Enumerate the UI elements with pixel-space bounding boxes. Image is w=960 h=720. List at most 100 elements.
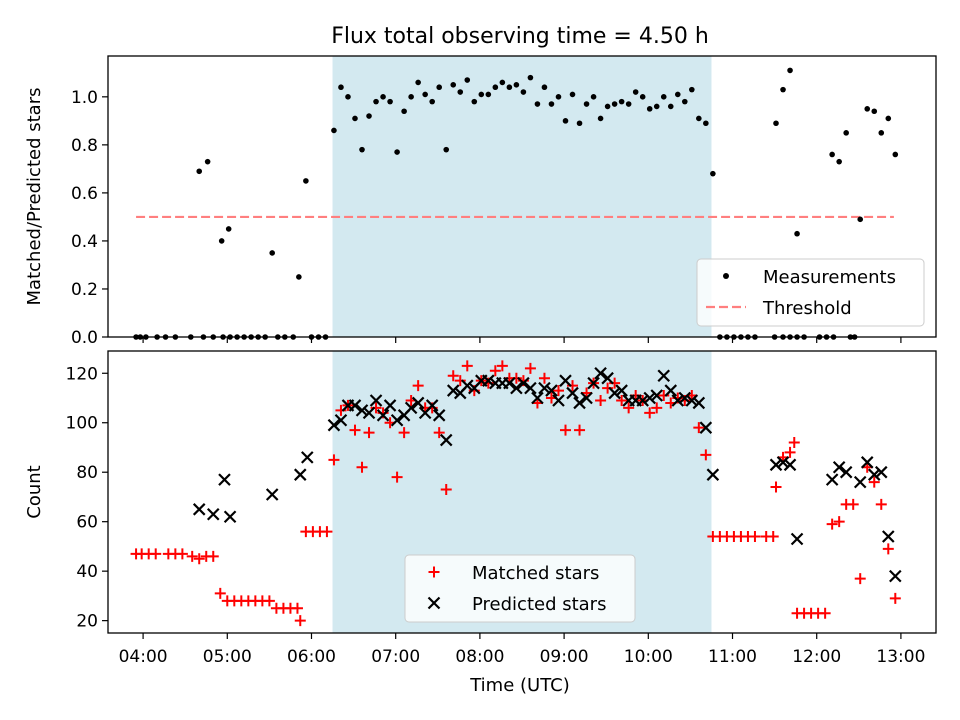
predicted-star-point: [538, 381, 551, 395]
measurement-point: [639, 94, 646, 100]
measurement-point: [857, 216, 864, 223]
measurement-point: [443, 146, 450, 153]
measurement-point: [576, 120, 583, 127]
matched-star-point: [447, 370, 459, 382]
matched-legend-marker: [428, 566, 440, 578]
matched-star-point: [574, 424, 586, 436]
predicted-star-point: [601, 371, 614, 385]
predicted-star-point: [390, 413, 404, 427]
matched-star-point: [321, 526, 333, 538]
matched-star-point: [616, 394, 628, 406]
matched-star-point: [391, 471, 403, 483]
measurement-point: [689, 86, 695, 93]
measurement-point: [548, 101, 555, 107]
x-tick-label: 04:00: [119, 647, 168, 667]
predicted-star-point: [685, 394, 699, 407]
matched-star-point: [567, 380, 579, 392]
measurement-point: [710, 170, 716, 177]
matched-star-point: [770, 481, 782, 493]
measurement-point: [878, 130, 885, 136]
measurement-point: [885, 115, 892, 122]
measurement-point: [499, 79, 506, 86]
count-legend: Matched stars Predicted stars: [404, 554, 636, 623]
measurement-point: [471, 98, 478, 105]
predicted-star-point: [369, 394, 383, 407]
matched-star-point: [356, 461, 368, 473]
predicted-star-point: [404, 401, 418, 415]
matched-star-point: [595, 394, 607, 406]
matched-star-point: [524, 362, 536, 374]
count-y-axis: 20 40 60 80 100 120: [66, 364, 108, 632]
matched-star-point: [510, 372, 522, 384]
measurement-point: [843, 130, 849, 136]
count-axes-frame: [107, 350, 937, 634]
measurement-point: [780, 86, 786, 93]
ratio-panel: 0.0 0.2 0.4 0.6 0.8 1.0 Matched/Predicted sta…: [24, 55, 937, 348]
matched-star-point: [193, 553, 205, 565]
predicted-star-point: [587, 376, 600, 390]
predicted-star-point: [882, 530, 895, 543]
matched-star-point: [294, 615, 306, 627]
x-tick-label: 10:00: [624, 647, 673, 667]
matched-star-point: [328, 454, 340, 466]
predicted-star-point: [608, 386, 621, 400]
predicted-legend-glyph: [427, 596, 441, 610]
x-tick-label: 09:00: [540, 647, 589, 667]
ratio-legend-box: [696, 258, 925, 327]
matched-star-point: [291, 602, 303, 614]
predicted-star-point: [671, 394, 685, 407]
measurement-point: [696, 115, 702, 122]
predicted-star-point: [355, 404, 369, 417]
matched-star-point: [651, 402, 663, 414]
predicted-star-point: [783, 458, 797, 472]
predicted-star-point: [411, 396, 425, 410]
predicted-star-point: [636, 394, 649, 407]
ratio-y-axis-label: Matched/Predicted stars: [24, 88, 45, 306]
y-tick-label: 0.2: [71, 280, 98, 300]
matched-star-point: [658, 390, 670, 402]
matched-star-point: [412, 380, 424, 392]
matched-star-point: [214, 587, 226, 599]
matched-star-point: [826, 518, 838, 530]
predicted-star-point: [192, 503, 206, 516]
predicted-star-point: [362, 406, 376, 420]
measurement-point: [387, 98, 393, 105]
x-tick-label: 13:00: [876, 647, 925, 667]
matched-star-point: [889, 592, 901, 604]
predicted-star-point: [650, 389, 664, 402]
measurement-point: [492, 84, 499, 91]
predicted-star-point: [531, 391, 544, 405]
matched-legend-label: Matched stars: [472, 563, 599, 584]
predicted-star-point: [573, 396, 586, 410]
predicted-star-point: [860, 456, 874, 469]
matched-legend-glyph: [428, 566, 440, 578]
predicted-legend-label: Predicted stars: [472, 594, 606, 615]
predicted-star-point: [206, 507, 220, 521]
measurement-point: [787, 67, 793, 74]
predicted-star-point: [790, 532, 804, 546]
matched-star-point: [440, 484, 452, 496]
matched-star-point: [644, 407, 656, 419]
matched-star-point: [489, 365, 501, 377]
ratio-y-axis: 0.0 0.2 0.4 0.6 0.8 1.0: [71, 88, 108, 348]
predicted-star-point: [664, 384, 678, 397]
measurement-point: [196, 168, 203, 175]
measurement-point: [345, 94, 351, 100]
measurement-point: [864, 106, 871, 112]
matched-star-point: [854, 573, 866, 585]
measurement-point: [303, 178, 309, 184]
y-tick-label: 100: [66, 414, 98, 434]
predicted-star-point: [301, 451, 314, 464]
matched-star-point: [433, 427, 445, 439]
measurement-point: [513, 82, 520, 88]
predicted-star-point: [482, 374, 495, 387]
predicted-star-point: [510, 381, 523, 395]
matched-star-point: [767, 531, 779, 543]
predicted-star-point: [293, 468, 307, 481]
matched-star-point: [176, 548, 188, 560]
predicted-star-point: [218, 473, 231, 486]
measurement-point: [632, 89, 639, 95]
predicted-star-point: [776, 456, 790, 469]
predicted-star-point: [832, 460, 846, 474]
measurement-point: [218, 238, 225, 244]
